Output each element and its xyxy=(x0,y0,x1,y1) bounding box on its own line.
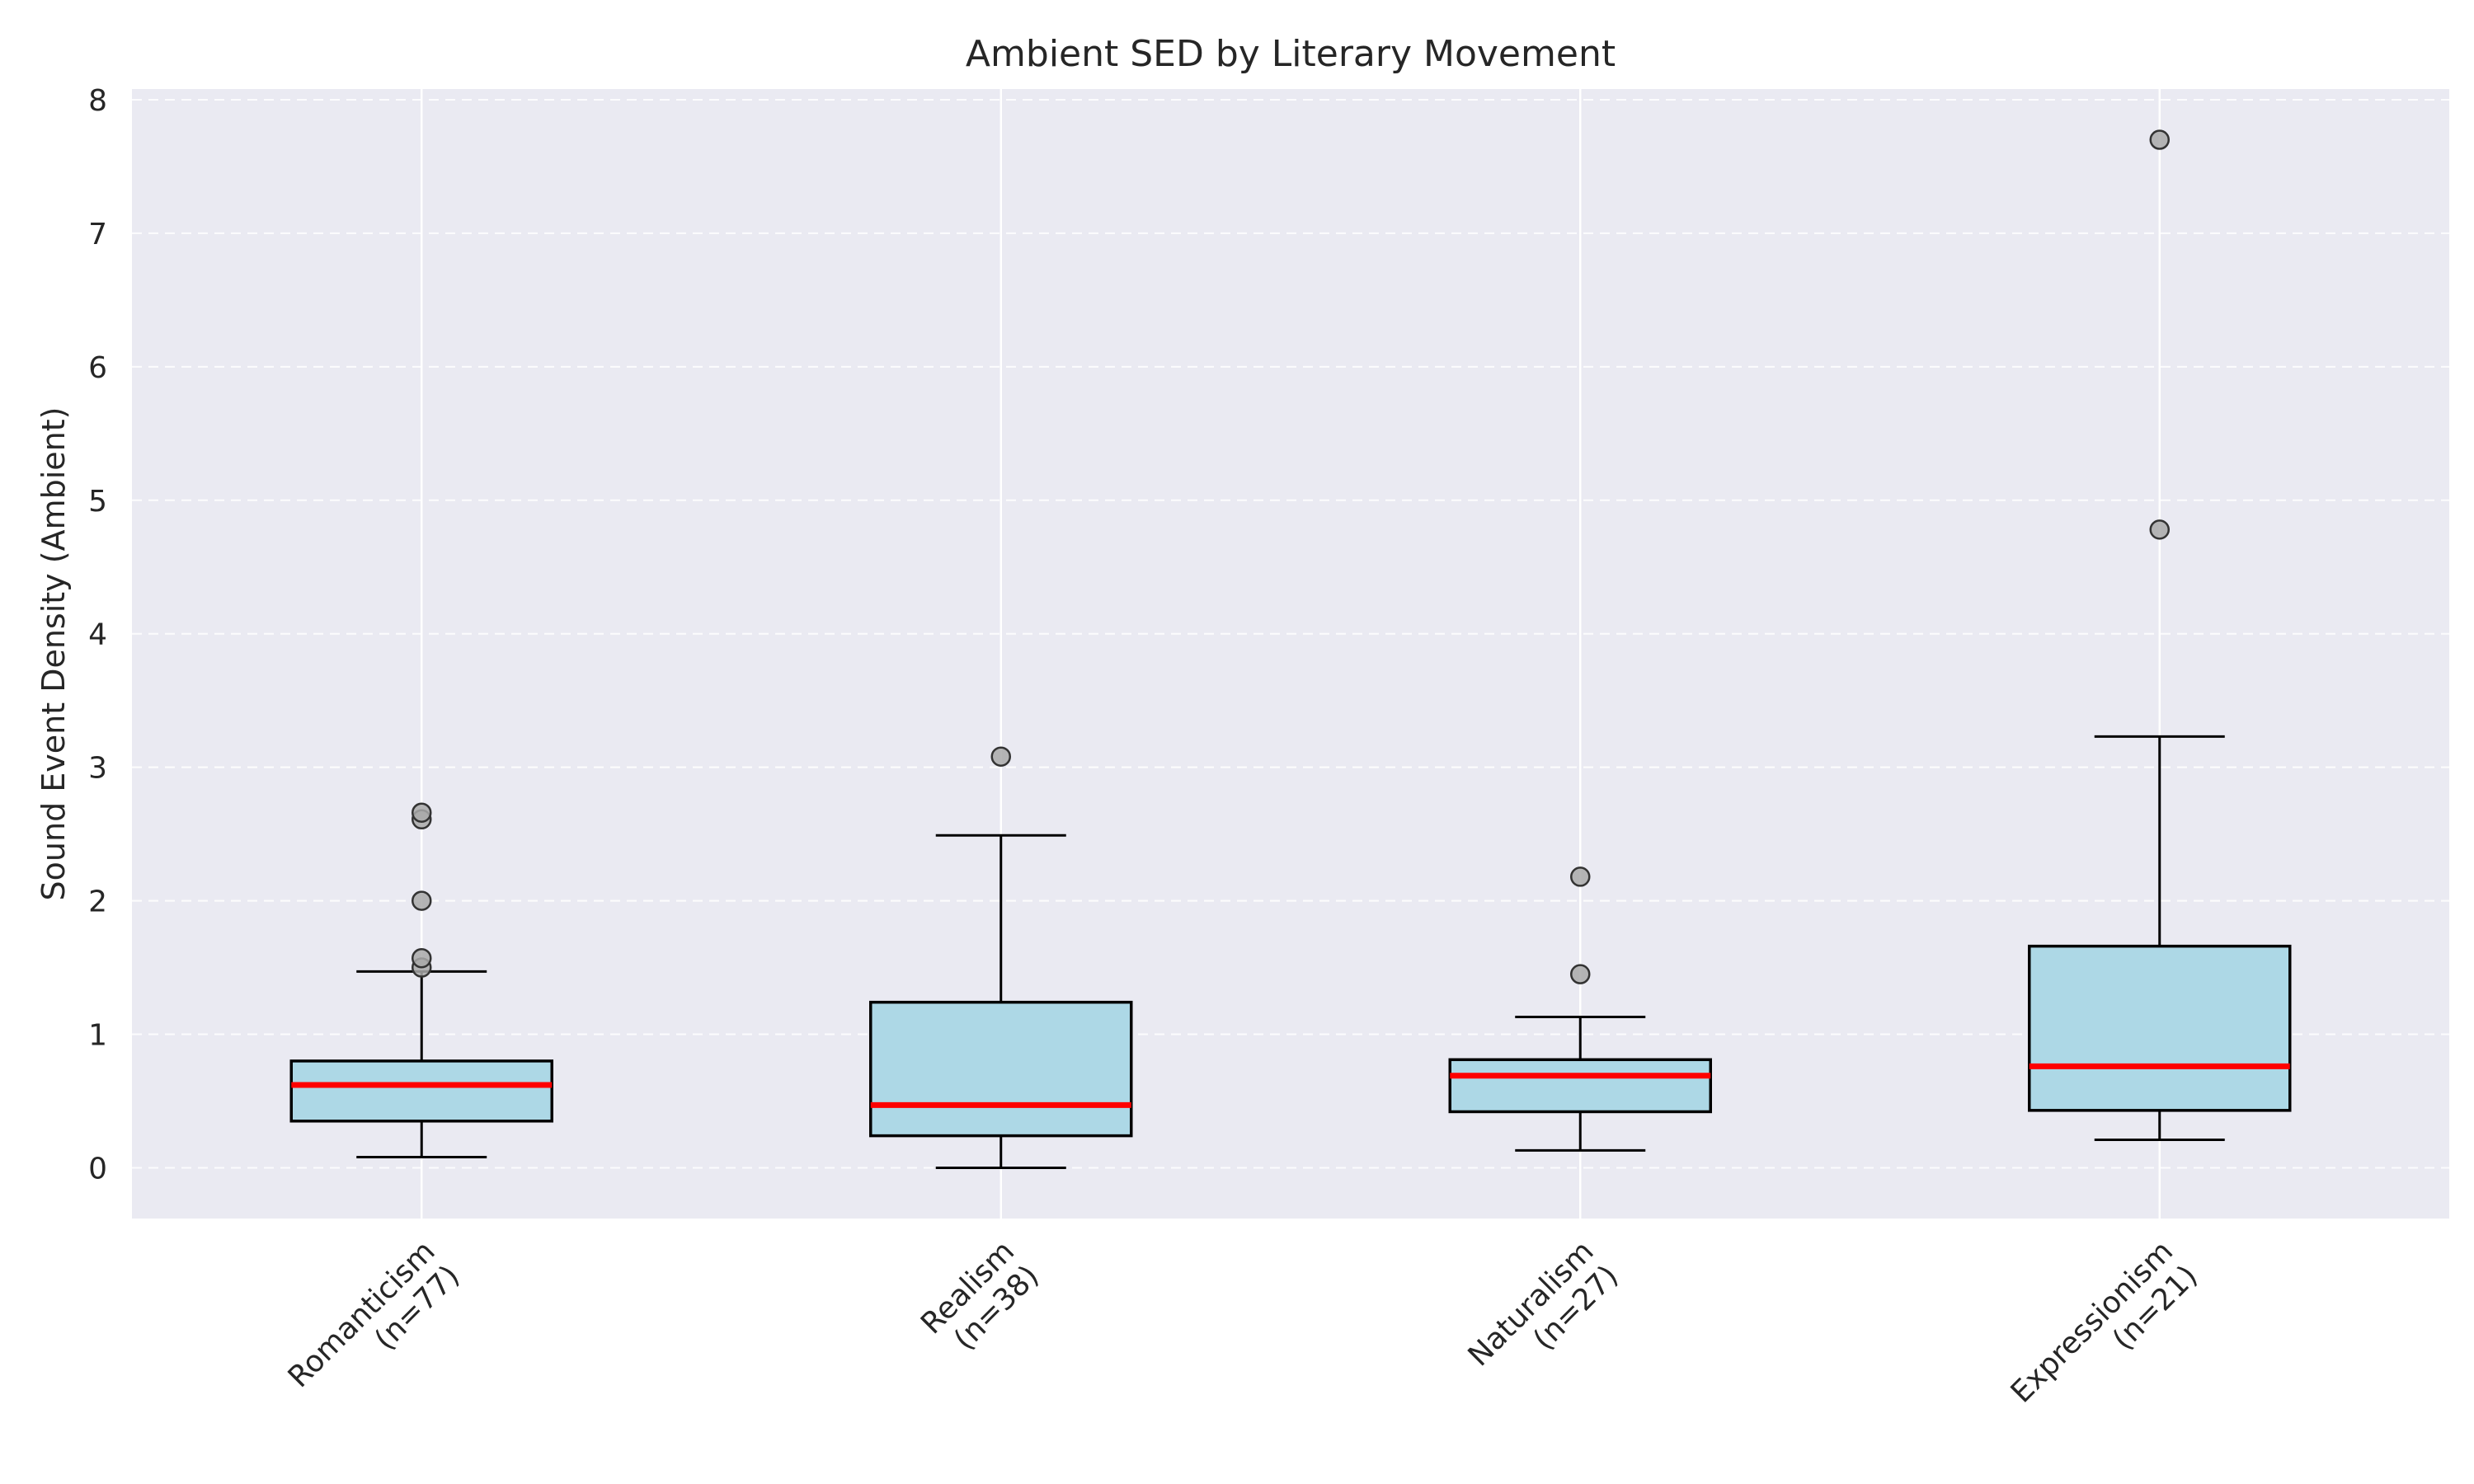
y-tick-label: 0 xyxy=(88,1152,107,1186)
outlier-point xyxy=(1570,964,1591,984)
box-group xyxy=(1448,866,1712,1152)
y-tick-label: 5 xyxy=(88,485,107,519)
y-tick-label: 3 xyxy=(88,752,107,786)
iqr-box xyxy=(289,1059,553,1123)
y-tick-label: 4 xyxy=(88,618,107,652)
iqr-box xyxy=(1448,1058,1712,1114)
grid-lines xyxy=(132,89,2449,1219)
box-group xyxy=(869,746,1133,1169)
y-tick-label: 6 xyxy=(88,351,107,385)
box-group xyxy=(2028,129,2292,1141)
outlier-point xyxy=(412,802,432,823)
y-tick-label: 2 xyxy=(88,885,107,919)
y-axis-label: Sound Event Density (Ambient) xyxy=(35,407,72,901)
box-group xyxy=(289,802,553,1159)
y-tick-label: 1 xyxy=(88,1019,107,1053)
y-tick-label: 7 xyxy=(88,218,107,251)
y-axis-ticks: 0 1 2 3 4 5 6 7 8 xyxy=(88,84,107,1186)
boxes xyxy=(289,129,2292,1169)
iqr-box xyxy=(869,1000,1133,1138)
outlier-point xyxy=(990,746,1011,767)
outlier-point xyxy=(412,947,432,969)
iqr-box xyxy=(2028,944,2292,1112)
chart-title: Ambient SED by Literary Movement xyxy=(966,33,1616,75)
outlier-point xyxy=(412,890,432,911)
outlier-point xyxy=(1570,866,1591,887)
outlier-point xyxy=(2149,129,2170,150)
outlier-point xyxy=(2149,519,2170,540)
y-tick-label: 8 xyxy=(88,84,107,118)
